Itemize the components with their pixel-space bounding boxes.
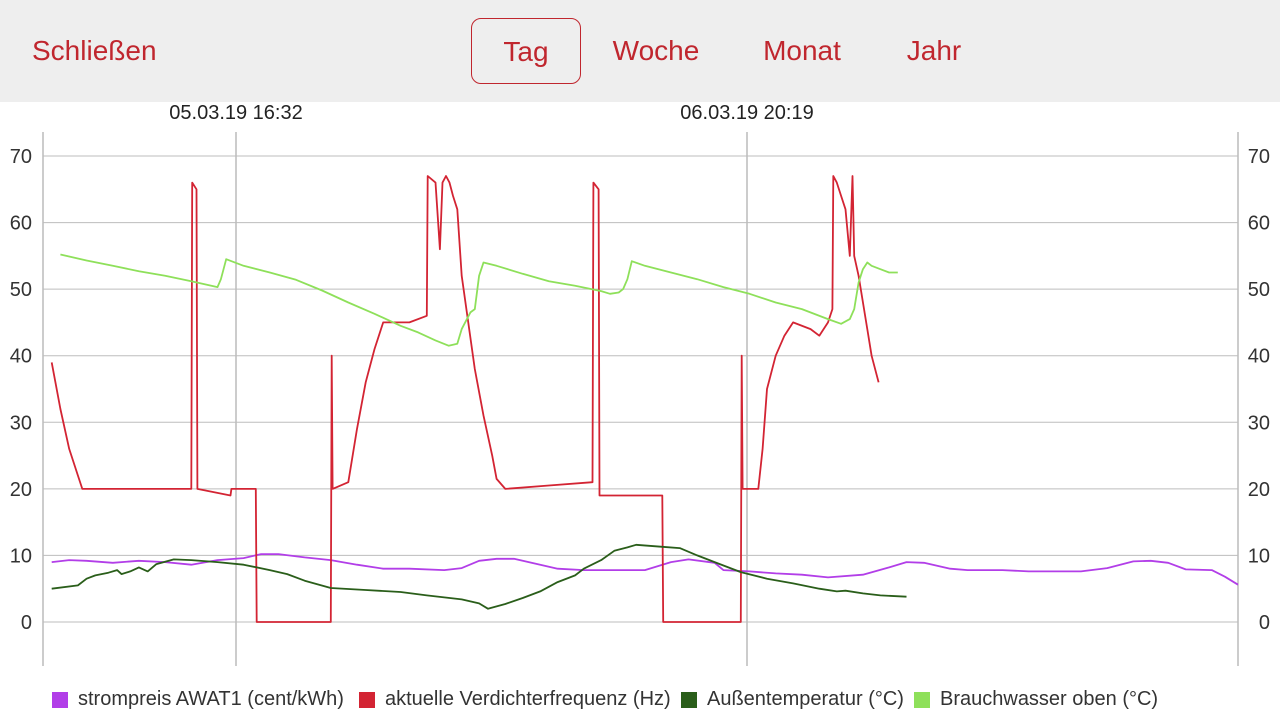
tab-tag[interactable]: Tag xyxy=(471,18,581,84)
y-tick-right-60: 60 xyxy=(1248,213,1270,235)
y-tick-right-70: 70 xyxy=(1248,146,1270,168)
legend-item-brauchwasser: Brauchwasser oben (°C) xyxy=(914,688,1158,711)
series-line-4 xyxy=(60,253,898,347)
y-tick-left-20: 20 xyxy=(10,479,32,501)
series-line-1 xyxy=(51,553,1239,586)
legend-item-strompreis: strompreis AWAT1 (cent/kWh) xyxy=(52,688,344,711)
date-markers: 05.03.19 16:32 06.03.19 20:19 xyxy=(0,100,1280,126)
legend-swatch-brauchwasser xyxy=(914,691,930,708)
y-tick-right-30: 30 xyxy=(1248,412,1270,434)
legend-item-aussentemp: Außentemperatur (°C) xyxy=(681,688,904,711)
y-tick-left-70: 70 xyxy=(10,146,32,168)
date-marker-1: 05.03.19 16:32 xyxy=(169,102,303,124)
y-tick-right-10: 10 xyxy=(1248,545,1270,567)
close-button[interactable]: Schließen xyxy=(32,35,157,66)
y-tick-right-50: 50 xyxy=(1248,279,1270,301)
top-toolbar: Schließen Tag Woche Monat Jahr xyxy=(0,0,1280,102)
y-tick-left-0: 0 xyxy=(21,612,32,634)
tab-monat[interactable]: Monat xyxy=(763,35,841,66)
y-tick-left-60: 60 xyxy=(10,213,32,235)
line-chart[interactable]: 0 0 10 10 20 20 30 30 40 40 50 50 60 60 70 70 xyxy=(0,126,1280,674)
legend-swatch-frequenz xyxy=(359,691,375,708)
legend-label-brauchwasser: Brauchwasser oben (°C) xyxy=(940,688,1159,710)
legend-item-frequenz: aktuelle Verdichterfrequenz (Hz) xyxy=(359,688,671,711)
tab-woche[interactable]: Woche xyxy=(612,35,700,66)
date-marker-2: 06.03.19 20:19 xyxy=(680,102,814,124)
tab-jahr[interactable]: Jahr xyxy=(906,35,962,66)
y-tick-right-40: 40 xyxy=(1248,346,1270,368)
y-tick-left-50: 50 xyxy=(10,279,32,301)
legend-swatch-strompreis xyxy=(52,691,68,708)
y-tick-right-0: 0 xyxy=(1259,612,1270,634)
legend-label-frequenz: aktuelle Verdichterfrequenz (Hz) xyxy=(385,688,671,710)
series-line-3 xyxy=(51,543,907,610)
chart-legend: strompreis AWAT1 (cent/kWh) aktuelle Ver… xyxy=(0,686,1280,718)
series-line-2 xyxy=(50,175,880,623)
y-tick-left-30: 30 xyxy=(10,412,32,434)
legend-swatch-aussentemp xyxy=(681,691,697,708)
y-tick-right-20: 20 xyxy=(1248,479,1270,501)
legend-label-aussentemp: Außentemperatur (°C) xyxy=(707,688,904,710)
y-tick-left-10: 10 xyxy=(10,545,32,567)
legend-label-strompreis: strompreis AWAT1 (cent/kWh) xyxy=(78,688,344,710)
y-tick-left-40: 40 xyxy=(10,346,32,368)
